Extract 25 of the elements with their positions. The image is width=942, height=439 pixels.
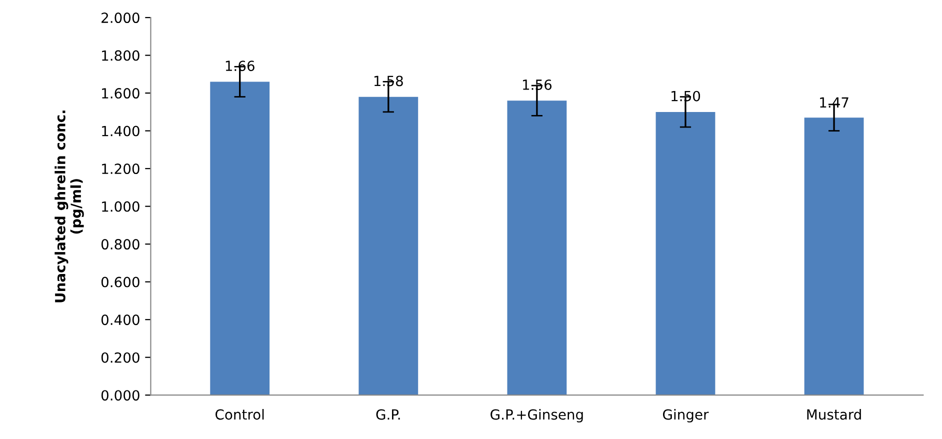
y-tick-label: 1.800 bbox=[102, 50, 140, 61]
x-tick-label: Mustard bbox=[807, 408, 861, 420]
bar bbox=[210, 82, 270, 396]
y-tick-label: 0.800 bbox=[101, 239, 140, 250]
bar bbox=[358, 96, 418, 396]
y-tick-label: 1.000 bbox=[102, 201, 140, 212]
x-tick-label: G.P.+Ginseng bbox=[490, 408, 583, 422]
data-label: 1.50 bbox=[672, 90, 700, 102]
bar bbox=[656, 112, 716, 396]
y-tick-label: 0.400 bbox=[101, 314, 140, 326]
data-label: 1.56 bbox=[523, 79, 552, 90]
y-tick-label: 1.200 bbox=[102, 164, 140, 174]
y-tick-label: 0.200 bbox=[101, 352, 140, 363]
y-tick-label: 2.000 bbox=[102, 12, 140, 24]
y-tick-label: 1.400 bbox=[102, 126, 140, 136]
y-axis-title: Unacylated ghrelin conc. (pg/ml) bbox=[54, 110, 84, 302]
x-tick-label: G.P. bbox=[376, 409, 400, 420]
y-tick-label: 0.600 bbox=[101, 276, 140, 288]
x-tick-label: Ginger bbox=[663, 408, 709, 422]
bar bbox=[507, 100, 567, 396]
data-label: 1.58 bbox=[374, 76, 403, 86]
y-tick-label: 0.000 bbox=[101, 390, 140, 401]
x-tick-label: Control bbox=[216, 408, 264, 420]
bar bbox=[804, 118, 864, 396]
y-tick-label: 1.600 bbox=[102, 88, 140, 99]
